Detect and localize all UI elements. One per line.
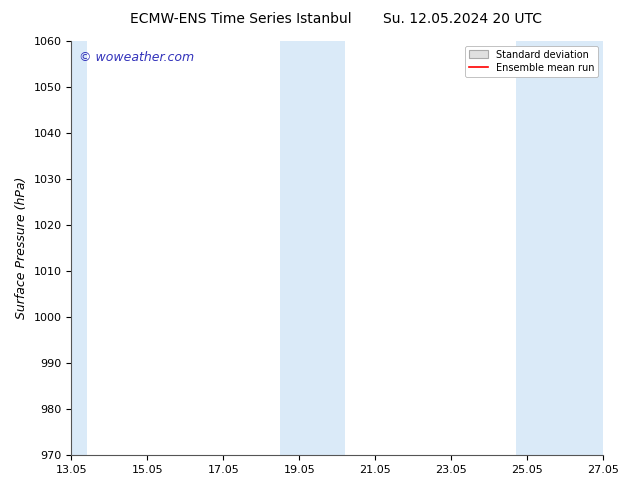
Bar <box>280 41 345 455</box>
Text: ECMW-ENS Time Series Istanbul: ECMW-ENS Time Series Istanbul <box>130 12 352 26</box>
Y-axis label: Surface Pressure (hPa): Surface Pressure (hPa) <box>15 177 28 319</box>
Text: Su. 12.05.2024 20 UTC: Su. 12.05.2024 20 UTC <box>384 12 542 26</box>
Bar <box>72 41 87 455</box>
Text: © woweather.com: © woweather.com <box>79 51 195 64</box>
Legend: Standard deviation, Ensemble mean run: Standard deviation, Ensemble mean run <box>465 46 598 76</box>
Bar <box>515 41 603 455</box>
